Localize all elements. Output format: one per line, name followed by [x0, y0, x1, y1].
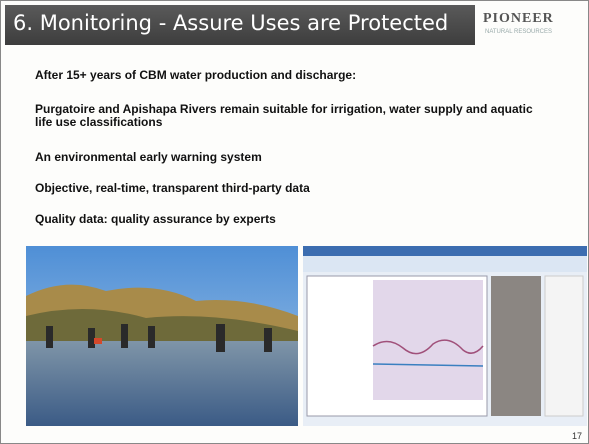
bullet: After 15+ years of CBM water production …	[35, 69, 545, 82]
bullet: Purgatoire and Apishapa Rivers remain su…	[35, 103, 545, 129]
bullet: An environmental early warning system	[35, 151, 545, 164]
slide-title: 6. Monitoring - Assure Uses are Protecte…	[13, 11, 448, 35]
bullet: Objective, real-time, transparent third-…	[35, 182, 545, 195]
logo: PIONEER	[483, 11, 554, 27]
river-photo	[26, 246, 298, 426]
bullet: Quality data: quality assurance by exper…	[35, 213, 545, 226]
slide: 6. Monitoring - Assure Uses are Protecte…	[0, 0, 589, 444]
logo-subtitle: NATURAL RESOURCES	[485, 29, 552, 35]
data-screenshot	[303, 246, 587, 426]
page-number: 17	[572, 431, 582, 441]
